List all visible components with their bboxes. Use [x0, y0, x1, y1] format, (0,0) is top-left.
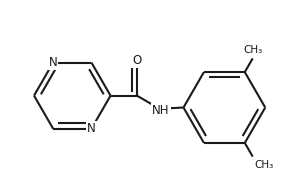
Text: NH: NH: [152, 104, 170, 117]
Text: CH₃: CH₃: [255, 160, 274, 170]
Text: N: N: [49, 56, 58, 69]
Text: N: N: [87, 122, 96, 135]
Text: CH₃: CH₃: [243, 45, 262, 55]
Text: O: O: [132, 54, 141, 67]
